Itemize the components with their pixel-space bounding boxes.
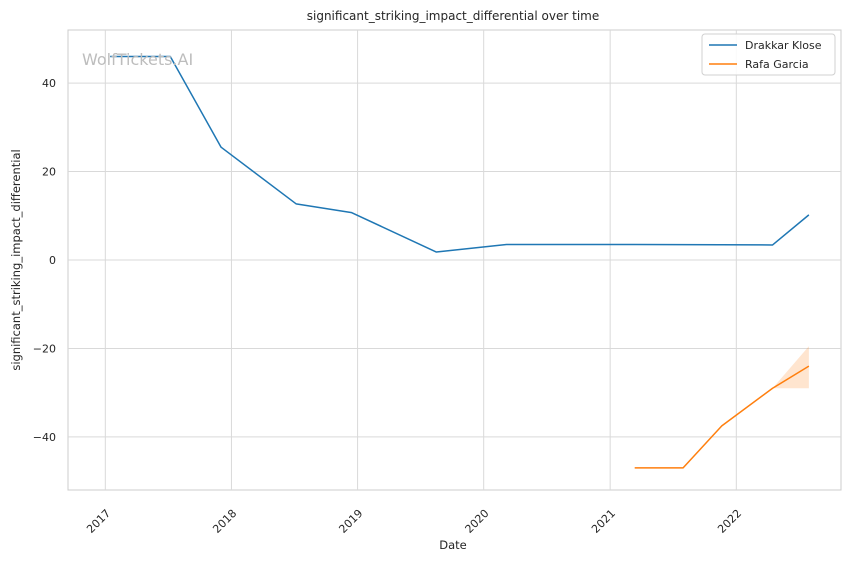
y-tick-label: −40 — [33, 431, 56, 444]
gridlines — [68, 30, 841, 490]
legend-label-drakkar-klose: Drakkar Klose — [745, 39, 822, 52]
x-tick-label: 2021 — [589, 507, 618, 536]
legend: Drakkar Klose Rafa Garcia — [701, 33, 836, 76]
line-drakkar-klose — [110, 55, 810, 253]
x-tick-label: 2019 — [336, 507, 365, 536]
series-lines — [110, 55, 810, 469]
x-tick-label: 2020 — [463, 507, 492, 536]
x-axis-title: Date — [439, 538, 467, 552]
y-tick-labels: 40 20 0 −20 −40 — [33, 77, 56, 444]
y-tick-label: 0 — [49, 254, 56, 267]
y-tick-label: 20 — [42, 166, 56, 179]
x-tick-label: 2022 — [715, 507, 744, 536]
band-rafa-garcia — [772, 346, 809, 389]
x-tick-label: 2018 — [210, 507, 239, 536]
chart-title: significant_striking_impact_differential… — [307, 9, 599, 23]
legend-label-rafa-garcia: Rafa Garcia — [745, 58, 809, 71]
confidence-bands — [772, 346, 809, 389]
y-tick-label: 40 — [42, 77, 56, 90]
y-tick-label: −20 — [33, 342, 56, 355]
x-tick-label: 2017 — [84, 507, 113, 536]
y-axis-title: significant_striking_impact_differential — [9, 149, 23, 370]
x-tick-labels: 2017 2018 2019 2020 2021 2022 — [84, 507, 744, 536]
watermark: WolfTickets.AI — [82, 50, 193, 69]
